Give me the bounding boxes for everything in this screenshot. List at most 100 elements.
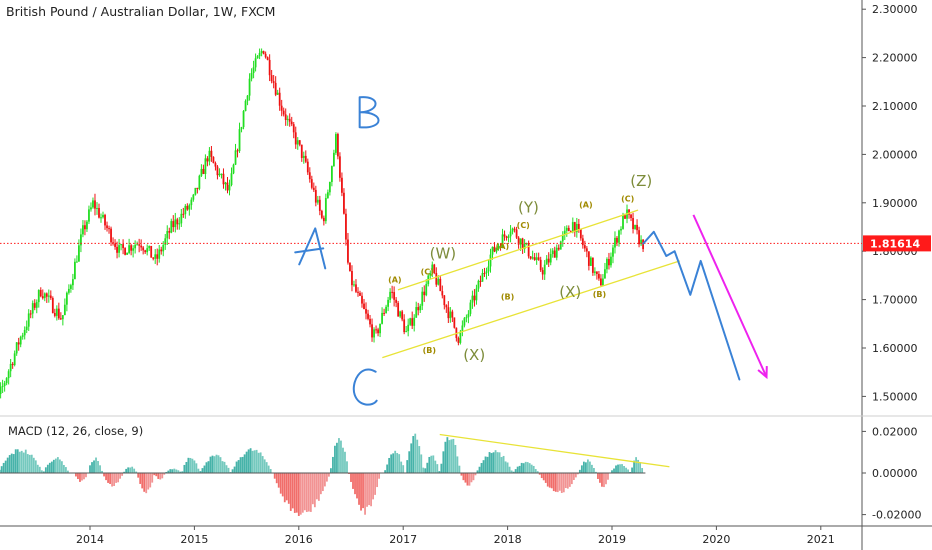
candle-body (349, 262, 351, 272)
macd-bar (145, 473, 148, 494)
candle-body (122, 244, 124, 249)
macd-bar (243, 454, 246, 473)
candle-body (347, 239, 349, 263)
candle-body (126, 252, 129, 255)
macd-bar (305, 473, 308, 513)
macd-bar (376, 473, 378, 488)
macd-bar (44, 467, 47, 473)
macd-bar (291, 473, 294, 509)
candle-body (318, 199, 321, 211)
macd-bar (54, 458, 57, 473)
macd-bar (241, 456, 244, 473)
macd-bar (524, 461, 527, 473)
candle-body (226, 182, 229, 191)
candle-body (523, 243, 526, 250)
candle-body (9, 363, 12, 372)
candle-body (632, 218, 634, 229)
candle-body (276, 92, 279, 95)
macd-bar (520, 462, 523, 473)
candle-body (78, 245, 80, 262)
candle-body (600, 278, 602, 286)
candle-body (130, 245, 133, 251)
candle-body (339, 156, 341, 178)
candle-body (160, 249, 163, 252)
candle-body (413, 317, 416, 326)
candle-body (306, 161, 309, 173)
candle-body (393, 292, 396, 300)
candle-body (567, 227, 570, 232)
candle-body (421, 291, 424, 306)
macd-bar (24, 449, 27, 473)
macd-bar (169, 469, 172, 473)
macd-bar (159, 473, 162, 480)
macd-bar (498, 452, 501, 473)
time-tick-label: 2017 (389, 533, 417, 546)
candle-body (330, 166, 333, 182)
macd-bar (448, 440, 451, 473)
candle-body (184, 205, 187, 215)
candle-body (242, 111, 245, 128)
candle-body (604, 269, 606, 279)
candle-body (423, 291, 426, 296)
macd-bar (490, 453, 493, 473)
candle-body (47, 295, 50, 297)
projection-path (642, 230, 741, 381)
macd-bar (394, 450, 397, 473)
candle-body (3, 383, 6, 386)
candle-body (274, 82, 277, 95)
candle-body (525, 243, 528, 245)
macd-bar (8, 455, 11, 473)
macd-bar (629, 471, 631, 473)
candle-body (369, 318, 371, 325)
macd-bar (67, 470, 69, 473)
candle-body (212, 156, 215, 164)
macd-bar (597, 473, 599, 479)
candle-body (84, 225, 86, 230)
candle-body (202, 168, 205, 174)
candle-body (411, 318, 414, 326)
macd-bar (454, 444, 457, 473)
candle-body (433, 264, 436, 273)
macd-bar (398, 454, 401, 473)
macd-bar (171, 469, 174, 473)
macd-bar (526, 462, 529, 473)
candle-body (172, 221, 175, 228)
candle-body (114, 243, 116, 247)
macd-bar (273, 473, 276, 479)
macd-bar (595, 471, 597, 473)
candle-body (351, 271, 353, 286)
candle-body (367, 313, 369, 319)
candle-body (27, 313, 30, 327)
candle-body (290, 121, 293, 125)
macd-bar (79, 473, 81, 482)
macd-bar (22, 452, 25, 473)
candle-body (505, 236, 508, 238)
macd-bar (239, 457, 242, 473)
macd-bar (388, 457, 391, 473)
macd-bar (299, 473, 302, 515)
macd-bar (30, 454, 33, 473)
candle-body (108, 228, 110, 230)
macd-bar (165, 471, 168, 473)
macd-bar (65, 467, 67, 473)
candle-body (447, 307, 450, 319)
candle-body (41, 296, 44, 299)
macd-bar (444, 441, 447, 473)
macd-bar (488, 452, 491, 473)
candle-body (443, 295, 446, 306)
macd-bar (153, 473, 156, 476)
macd-bar (111, 473, 113, 487)
macd-bar (416, 439, 419, 473)
candle-body (194, 187, 197, 195)
macd-bar (12, 454, 15, 473)
macd-bar (338, 438, 340, 473)
candle-body (208, 150, 211, 162)
candle-body (146, 248, 149, 253)
macd-bar (556, 473, 559, 493)
candle-body (110, 228, 112, 243)
macd-bar (428, 456, 431, 473)
macd-bar (408, 451, 411, 473)
macd-bar (38, 466, 41, 473)
candle-body (511, 228, 514, 232)
macd-bar (480, 463, 483, 473)
